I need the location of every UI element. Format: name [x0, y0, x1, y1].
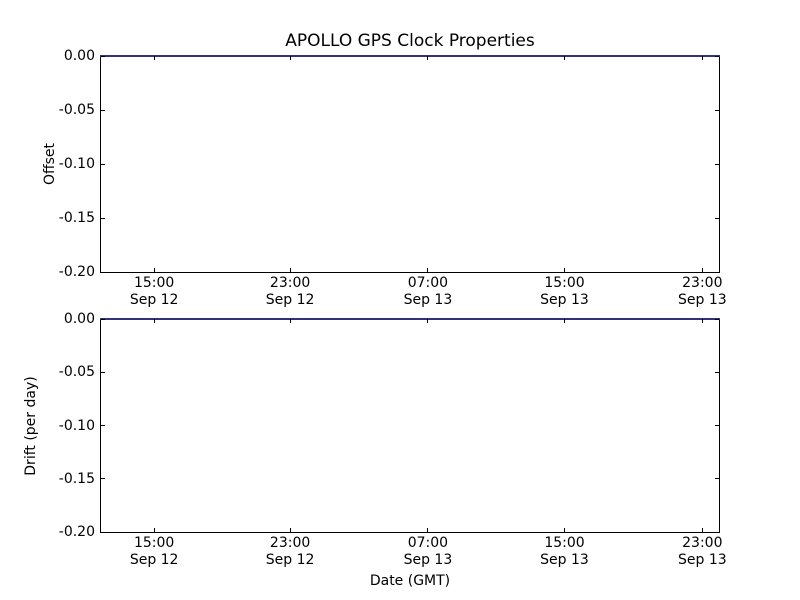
x-tick-mark-top [289, 319, 291, 323]
y-tick-mark-left [101, 478, 105, 480]
x-tick-mark-top [153, 319, 155, 323]
y-tick-label: -0.15 [58, 210, 95, 226]
x-tick-mark-bottom [289, 528, 291, 532]
x-axis-label: Date (GMT) [369, 573, 451, 589]
chart-title: APOLLO GPS Clock Properties [285, 31, 535, 51]
x-tick-mark-bottom [427, 528, 429, 532]
x-tick-mark-top [153, 56, 155, 60]
offset-plot: 0.00 -0.05 -0.10 -0.15 -0.20 15:00 Sep 12 23:00… [59, 48, 727, 308]
y-tick-label: -0.10 [58, 156, 95, 172]
x-tick-mark-bottom [153, 268, 155, 272]
x-tick-label-date: Sep 12 [265, 292, 315, 308]
y-tick-mark-left [101, 163, 105, 165]
x-tick-label-time: 15:00 [544, 275, 585, 291]
x-tick-mark-top [564, 319, 565, 323]
x-tick-mark-top [427, 319, 429, 323]
x-tick-label: 15:00 Sep 12 [130, 275, 179, 309]
x-tick-label-date: Sep 12 [265, 552, 315, 568]
drift-series-line [100, 318, 720, 320]
y-tick-mark-right [715, 271, 719, 273]
y-tick-mark-left [101, 425, 105, 426]
y-tick-mark-right [715, 163, 719, 165]
drift-y-axis-label: Drift (per day) [23, 376, 39, 476]
x-tick-label-time: 23:00 [682, 535, 723, 551]
x-tick-label-time: 15:00 [544, 535, 585, 551]
x-tick-label-date: Sep 13 [540, 552, 589, 568]
x-tick-mark-top [289, 56, 291, 60]
x-tick-label-date: Sep 12 [129, 552, 179, 568]
y-tick-label: -0.05 [58, 102, 95, 118]
x-tick-mark-top [564, 56, 565, 60]
x-tick-label: 15:00 Sep 12 [130, 535, 179, 569]
y-tick-mark-right [715, 425, 719, 426]
x-tick-label: 15:00 Sep 13 [540, 535, 589, 569]
x-tick-label-time: 15:00 [133, 535, 175, 551]
offset-series-line [100, 55, 720, 57]
x-tick-label-time: 23:00 [269, 535, 311, 551]
x-tick-mark-top [701, 56, 703, 60]
y-tick-mark-left [101, 531, 105, 533]
y-tick-mark-right [715, 109, 719, 111]
x-tick-mark-bottom [564, 528, 565, 532]
y-tick-mark-right [715, 217, 719, 219]
x-tick-label: 07:00 Sep 13 [404, 535, 453, 569]
x-tick-mark-top [427, 56, 429, 60]
x-tick-mark-bottom [153, 528, 155, 532]
x-tick-label-date: Sep 13 [677, 292, 727, 308]
x-tick-label-date: Sep 13 [403, 292, 453, 308]
x-tick-label: 23:00 Sep 12 [266, 275, 315, 309]
y-tick-mark-left [101, 55, 105, 57]
x-tick-label-time: 07:00 [407, 275, 449, 291]
y-tick-mark-left [101, 109, 105, 111]
x-tick-mark-bottom [427, 268, 429, 272]
y-tick-label: -0.10 [58, 417, 95, 434]
y-tick-mark-left [101, 271, 105, 273]
y-tick-mark-right [715, 531, 719, 533]
x-tick-label-date: Sep 13 [403, 552, 453, 568]
y-tick-mark-right [715, 371, 719, 373]
drift-plot: 0.00 -0.05 -0.10 -0.15 -0.20 15:00 Sep 12 23:00… [59, 311, 727, 568]
y-tick-label: -0.05 [58, 364, 95, 381]
y-tick-mark-left [101, 318, 105, 320]
offset-y-axis-label: Offset [42, 142, 58, 186]
y-tick-label: 0.00 [63, 48, 95, 64]
y-tick-mark-right [715, 55, 719, 57]
y-tick-mark-right [715, 478, 719, 480]
x-tick-label-time: 23:00 [682, 275, 723, 291]
x-tick-label-date: Sep 12 [129, 292, 179, 308]
y-tick-mark-left [101, 371, 105, 373]
x-tick-label-time: 07:00 [407, 535, 449, 551]
x-tick-mark-bottom [564, 268, 565, 272]
x-tick-label: 15:00 Sep 13 [540, 275, 589, 309]
x-tick-label: 23:00 Sep 12 [266, 535, 315, 569]
x-tick-label-date: Sep 13 [540, 292, 589, 308]
x-tick-mark-bottom [701, 268, 703, 272]
y-tick-label: 0.00 [63, 311, 95, 327]
x-tick-mark-bottom [701, 528, 703, 532]
x-tick-label: 07:00 Sep 13 [404, 275, 453, 309]
x-tick-mark-top [701, 319, 703, 323]
y-tick-label: -0.20 [58, 524, 95, 540]
y-tick-label: -0.15 [58, 470, 95, 487]
y-tick-mark-left [101, 217, 105, 219]
x-tick-mark-bottom [289, 268, 291, 272]
x-tick-label: 23:00 Sep 13 [678, 275, 727, 309]
x-tick-label-time: 15:00 [133, 275, 175, 291]
y-tick-label: -0.20 [58, 264, 95, 280]
y-tick-mark-right [715, 318, 719, 320]
x-tick-label: 23:00 Sep 13 [678, 535, 727, 569]
x-tick-label-date: Sep 13 [677, 552, 727, 568]
x-tick-label-time: 23:00 [269, 275, 311, 291]
